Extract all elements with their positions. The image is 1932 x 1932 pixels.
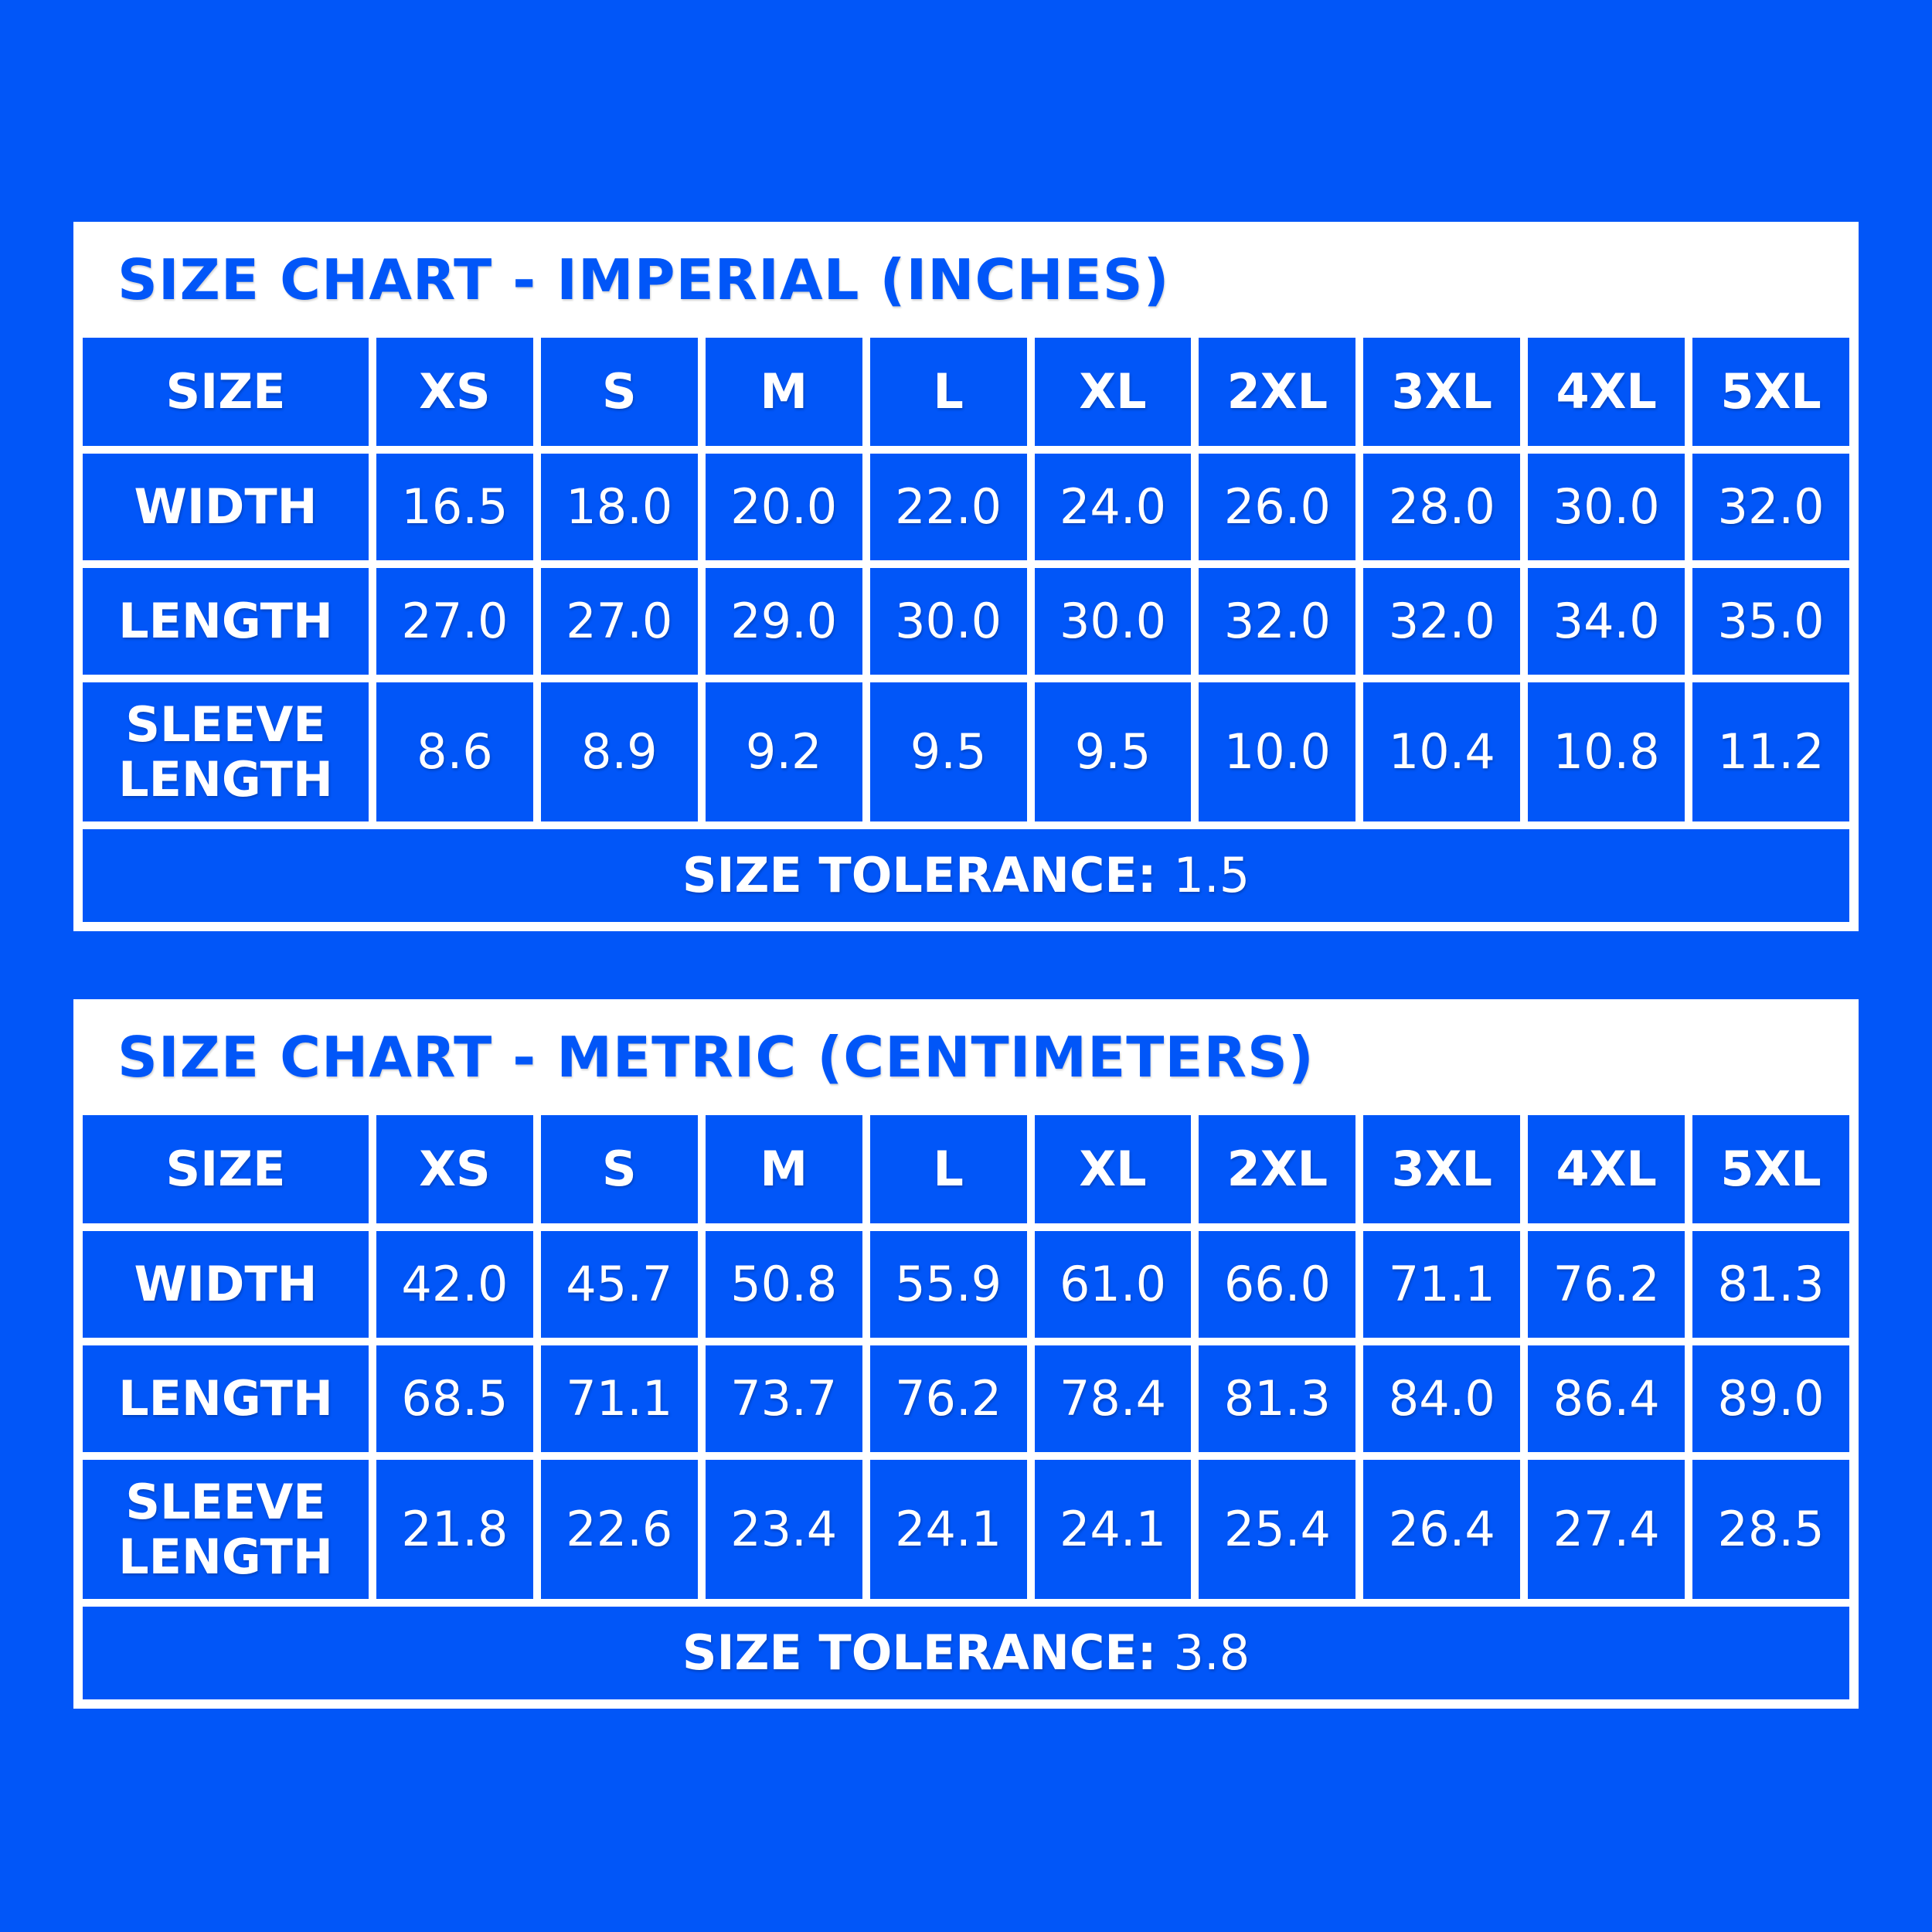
imperial-chart-title: SIZE CHART - IMPERIAL (INCHES) xyxy=(117,247,1170,312)
value-cell: 26.4 xyxy=(1363,1460,1521,1599)
header-cell-l: L xyxy=(869,1115,1027,1223)
header-cell-s: S xyxy=(540,338,698,446)
value-cell: 71.1 xyxy=(540,1345,698,1452)
value-cell: 22.6 xyxy=(540,1460,698,1599)
value-cell: 50.8 xyxy=(705,1231,862,1338)
header-cell-3xl: 3XL xyxy=(1363,1115,1521,1223)
value-cell: 32.0 xyxy=(1363,568,1521,675)
value-cell: 18.0 xyxy=(540,454,698,560)
value-cell: 27.4 xyxy=(1528,1460,1685,1599)
value-cell: 21.8 xyxy=(376,1460,533,1599)
value-cell: 27.0 xyxy=(376,568,533,675)
header-cell-2xl: 2XL xyxy=(1199,338,1356,446)
header-cell-4xl: 4XL xyxy=(1528,338,1685,446)
value-cell: 23.4 xyxy=(705,1460,862,1599)
value-cell: 30.0 xyxy=(1034,568,1192,675)
value-cell: 86.4 xyxy=(1528,1345,1685,1452)
value-cell: 34.0 xyxy=(1528,568,1685,675)
row-label-sleeve-length: SLEEVE LENGTH xyxy=(83,1460,369,1599)
header-cell-m: M xyxy=(705,1115,862,1223)
metric-size-chart-panel: SIZE CHART - METRIC (CENTIMETERS) SIZE X… xyxy=(73,999,1859,1709)
value-cell: 84.0 xyxy=(1363,1345,1521,1452)
value-cell: 71.1 xyxy=(1363,1231,1521,1338)
value-cell: 42.0 xyxy=(376,1231,533,1338)
header-cell-5xl: 5XL xyxy=(1692,338,1849,446)
row-label-length: LENGTH xyxy=(83,568,369,675)
value-cell: 81.3 xyxy=(1692,1231,1849,1338)
imperial-size-chart-panel: SIZE CHART - IMPERIAL (INCHES) SIZE XS S… xyxy=(73,222,1859,931)
header-cell-5xl: 5XL xyxy=(1692,1115,1849,1223)
value-cell: 55.9 xyxy=(869,1231,1027,1338)
size-tolerance-row: SIZE TOLERANCE: 3.8 xyxy=(83,1607,1849,1699)
value-cell: 24.1 xyxy=(1034,1460,1192,1599)
value-cell: 24.0 xyxy=(1034,454,1192,560)
value-cell: 10.4 xyxy=(1363,682,1521,821)
value-cell: 16.5 xyxy=(376,454,533,560)
value-cell: 28.0 xyxy=(1363,454,1521,560)
value-cell: 9.5 xyxy=(1034,682,1192,821)
header-cell-xs: XS xyxy=(376,338,533,446)
value-cell: 89.0 xyxy=(1692,1345,1849,1452)
size-tolerance-label: SIZE TOLERANCE: xyxy=(682,847,1157,904)
header-cell-3xl: 3XL xyxy=(1363,338,1521,446)
value-cell: 10.0 xyxy=(1199,682,1356,821)
value-cell: 28.5 xyxy=(1692,1460,1849,1599)
value-cell: 25.4 xyxy=(1199,1460,1356,1599)
value-cell: 76.2 xyxy=(869,1345,1027,1452)
value-cell: 81.3 xyxy=(1199,1345,1356,1452)
header-cell-size: SIZE xyxy=(83,338,369,446)
value-cell: 26.0 xyxy=(1199,454,1356,560)
row-label-length: LENGTH xyxy=(83,1345,369,1452)
header-cell-size: SIZE xyxy=(83,1115,369,1223)
row-label-width: WIDTH xyxy=(83,1231,369,1338)
header-cell-xs: XS xyxy=(376,1115,533,1223)
row-label-width: WIDTH xyxy=(83,454,369,560)
value-cell: 30.0 xyxy=(1528,454,1685,560)
value-cell: 61.0 xyxy=(1034,1231,1192,1338)
header-cell-xl: XL xyxy=(1034,338,1192,446)
header-cell-s: S xyxy=(540,1115,698,1223)
value-cell: 45.7 xyxy=(540,1231,698,1338)
value-cell: 24.1 xyxy=(869,1460,1027,1599)
metric-chart-title: SIZE CHART - METRIC (CENTIMETERS) xyxy=(117,1025,1315,1090)
value-cell: 76.2 xyxy=(1528,1231,1685,1338)
size-tolerance-value: 1.5 xyxy=(1173,847,1250,904)
header-cell-l: L xyxy=(869,338,1027,446)
value-cell: 35.0 xyxy=(1692,568,1849,675)
value-cell: 78.4 xyxy=(1034,1345,1192,1452)
value-cell: 8.6 xyxy=(376,682,533,821)
value-cell: 8.9 xyxy=(540,682,698,821)
header-cell-m: M xyxy=(705,338,862,446)
value-cell: 29.0 xyxy=(705,568,862,675)
header-cell-2xl: 2XL xyxy=(1199,1115,1356,1223)
value-cell: 32.0 xyxy=(1199,568,1356,675)
value-cell: 66.0 xyxy=(1199,1231,1356,1338)
value-cell: 32.0 xyxy=(1692,454,1849,560)
size-tolerance-row: SIZE TOLERANCE: 1.5 xyxy=(83,829,1849,922)
header-cell-4xl: 4XL xyxy=(1528,1115,1685,1223)
header-cell-xl: XL xyxy=(1034,1115,1192,1223)
size-tolerance-label: SIZE TOLERANCE: xyxy=(682,1624,1157,1682)
value-cell: 27.0 xyxy=(540,568,698,675)
value-cell: 68.5 xyxy=(376,1345,533,1452)
value-cell: 11.2 xyxy=(1692,682,1849,821)
value-cell: 9.5 xyxy=(869,682,1027,821)
value-cell: 10.8 xyxy=(1528,682,1685,821)
row-label-sleeve-length: SLEEVE LENGTH xyxy=(83,682,369,821)
imperial-size-table: SIZE XS S M L XL 2XL 3XL 4XL 5XL WIDTH 1… xyxy=(83,338,1849,922)
value-cell: 9.2 xyxy=(705,682,862,821)
size-tolerance-value: 3.8 xyxy=(1173,1624,1250,1682)
value-cell: 73.7 xyxy=(705,1345,862,1452)
value-cell: 30.0 xyxy=(869,568,1027,675)
value-cell: 20.0 xyxy=(705,454,862,560)
value-cell: 22.0 xyxy=(869,454,1027,560)
metric-size-table: SIZE XS S M L XL 2XL 3XL 4XL 5XL WIDTH 4… xyxy=(83,1115,1849,1699)
